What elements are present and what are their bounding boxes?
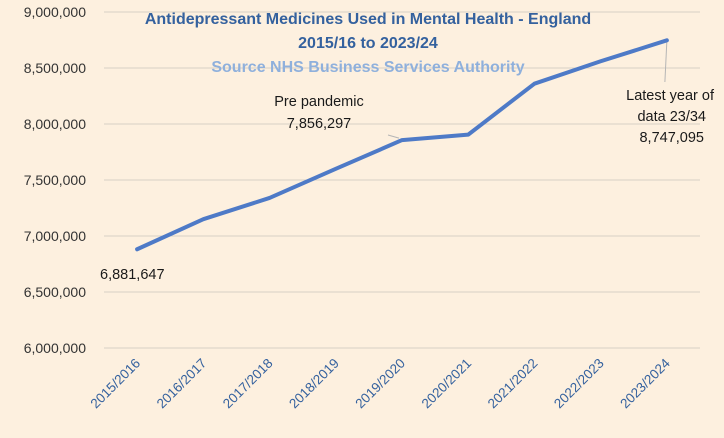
- annotation-start-value: 6,881,647: [100, 267, 165, 283]
- annotation-latest-line1: Latest year of: [626, 88, 715, 104]
- x-tick-label: 2015/2016: [87, 356, 143, 412]
- annotation-pre-pandemic-label: Pre pandemic: [274, 94, 363, 110]
- data-point: [466, 133, 470, 137]
- y-tick-label: 7,000,000: [24, 228, 86, 244]
- data-point: [268, 196, 272, 200]
- x-tick-label: 2022/2023: [551, 356, 607, 412]
- x-tick-label: 2018/2019: [286, 356, 342, 412]
- x-tick-label: 2019/2020: [352, 356, 408, 412]
- data-point: [665, 38, 669, 42]
- y-tick-label: 6,500,000: [24, 284, 86, 300]
- y-tick-label: 6,000,000: [24, 340, 86, 356]
- x-axis-ticks: 2015/2016 2016/2017 2017/2018 2018/2019 2019…: [87, 355, 673, 411]
- annotation-latest-value: 8,747,095: [639, 130, 704, 146]
- y-tick-label: 8,500,000: [24, 60, 86, 76]
- gridlines: [104, 11, 700, 349]
- x-tick-label: 2021/2022: [485, 356, 541, 412]
- data-point: [599, 59, 603, 63]
- chart-title-line2: 2015/16 to 2023/24: [298, 35, 438, 52]
- annotation-leader-pre-pandemic: [387, 134, 400, 139]
- annotation-pre-pandemic-value: 7,856,297: [287, 116, 352, 132]
- data-point: [532, 82, 536, 86]
- data-point: [400, 138, 404, 142]
- series-layer: [135, 38, 669, 252]
- x-tick-label: 2023/2024: [617, 355, 673, 411]
- y-tick-label: 8,000,000: [24, 116, 86, 132]
- data-point: [201, 217, 205, 221]
- data-point: [135, 247, 139, 251]
- annotation-leaders: [387, 40, 668, 139]
- chart-title: Antidepressant Medicines Used in Mental …: [145, 11, 591, 28]
- chart-subtitle: Source NHS Business Services Authority: [211, 59, 524, 76]
- x-tick-label: 2017/2018: [220, 356, 276, 412]
- data-point: [334, 167, 338, 171]
- annotation-leader-latest: [664, 40, 668, 83]
- annotation-latest-line2: data 23/34: [637, 109, 706, 125]
- x-tick-label: 2020/2021: [419, 356, 475, 412]
- y-tick-label: 9,000,000: [24, 4, 86, 20]
- y-tick-label: 7,500,000: [24, 172, 86, 188]
- y-axis-ticks: 6,000,000 6,500,000 7,000,000 7,500,000 8,00…: [24, 4, 86, 356]
- x-tick-label: 2016/2017: [154, 356, 210, 412]
